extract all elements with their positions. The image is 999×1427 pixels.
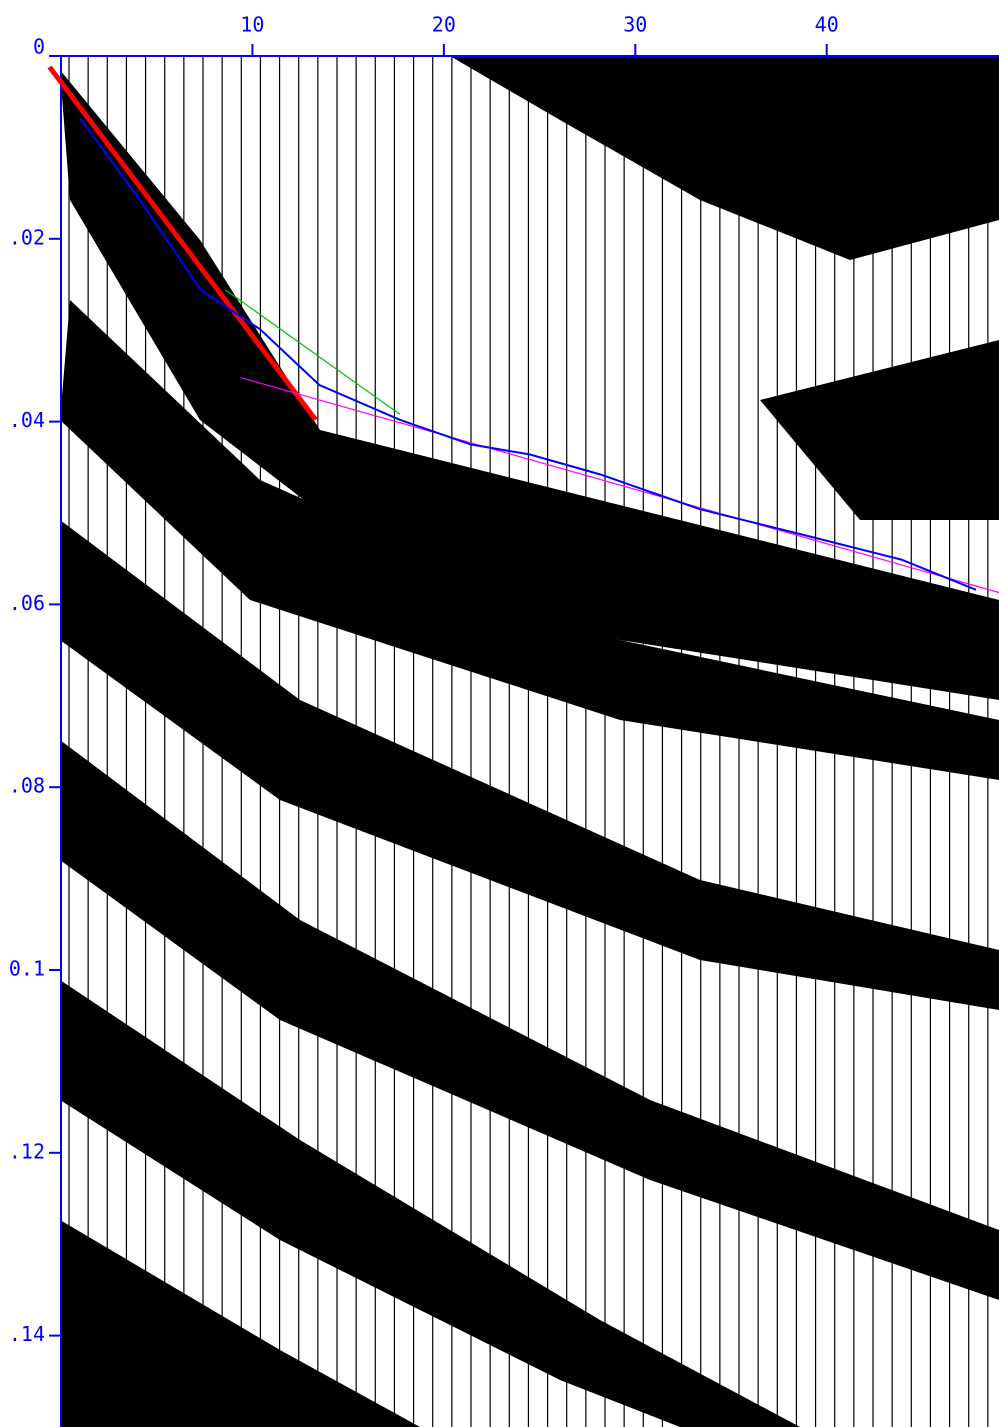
y-tick-label: .06 — [9, 591, 45, 615]
y-tick-label: .04 — [9, 408, 45, 432]
y-tick-label: 0 — [33, 35, 45, 59]
y-tick-label: 0.1 — [9, 957, 45, 981]
event-band — [450, 56, 999, 260]
x-tick-label: 30 — [623, 13, 647, 37]
y-tick-label: .12 — [9, 1139, 45, 1163]
page: 102030400.02.04.06.080.1.12.14 (() => { … — [0, 0, 999, 1427]
y-tick-label: .08 — [9, 774, 45, 798]
wiggle-background — [60, 56, 999, 1427]
chart: 10 20 30 40 0 .02 .04 .06 .08 0.1 .12 .14 — [0, 0, 999, 1427]
y-tick-label: .14 — [9, 1322, 45, 1346]
x-tick-label: 40 — [815, 13, 839, 37]
x-tick-label: 10 — [240, 13, 264, 37]
y-tick-label: .02 — [9, 225, 45, 249]
x-tick-label: 20 — [432, 13, 456, 37]
